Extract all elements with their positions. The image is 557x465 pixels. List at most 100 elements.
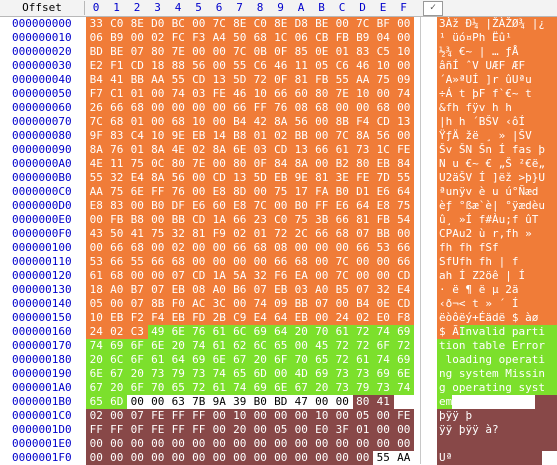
hex-byte[interactable]: 80 [148, 45, 169, 59]
hex-byte[interactable]: 00 [271, 367, 292, 381]
hex-byte[interactable]: 8E [127, 17, 148, 31]
hex-byte[interactable]: 9E [291, 171, 312, 185]
hex-byte[interactable]: 00 [168, 437, 189, 451]
hex-byte[interactable]: 00 [230, 255, 251, 269]
hex-byte[interactable]: 07 [168, 269, 189, 283]
hex-byte[interactable]: 65 [230, 367, 251, 381]
hex-byte[interactable]: E8 [373, 199, 394, 213]
hex-byte[interactable]: C6 [250, 59, 271, 73]
hex-byte[interactable]: 13 [291, 143, 312, 157]
hex-byte[interactable]: 3E [332, 171, 353, 185]
hex-byte[interactable]: 55 [394, 171, 415, 185]
hex-byte[interactable]: 00 [148, 269, 169, 283]
hex-byte[interactable]: 67 [291, 381, 312, 395]
hex-byte[interactable]: 00 [209, 437, 230, 451]
hex-byte[interactable]: B6 [230, 283, 251, 297]
hex-byte[interactable]: 63 [168, 395, 189, 409]
hex-byte[interactable]: 76 [168, 185, 189, 199]
hex-byte[interactable]: 68 [312, 101, 333, 115]
hex-byte[interactable]: 0F [271, 45, 292, 59]
hex-byte[interactable]: FA [312, 185, 333, 199]
hex-byte[interactable]: FE [148, 423, 169, 437]
hex-byte[interactable]: 81 [353, 213, 374, 227]
hex-byte[interactable]: 00 [394, 129, 415, 143]
hex-byte[interactable]: 55 [127, 255, 148, 269]
hex-byte[interactable]: 72 [189, 381, 210, 395]
hex-byte[interactable]: 02 [271, 129, 292, 143]
hex-byte[interactable]: 00 [189, 171, 210, 185]
hex-byte[interactable]: 08 [271, 241, 292, 255]
hex-byte[interactable]: 00 [230, 451, 251, 465]
hex-byte[interactable]: 80 [353, 157, 374, 171]
hex-byte[interactable]: EB [271, 171, 292, 185]
hex-byte[interactable]: 8B [332, 115, 353, 129]
hex-byte[interactable]: 79 [353, 381, 374, 395]
hex-byte[interactable]: 69 [250, 325, 271, 339]
hex-byte[interactable]: 68 [107, 115, 128, 129]
hex-byte[interactable]: 13 [209, 73, 230, 87]
hex-byte[interactable]: FE [394, 143, 415, 157]
hex-byte[interactable]: 73 [373, 381, 394, 395]
hex-byte[interactable]: B0 [291, 199, 312, 213]
hex-byte[interactable]: 61 [332, 325, 353, 339]
hex-byte[interactable]: 75 [373, 73, 394, 87]
hex-byte[interactable]: 6D [107, 395, 128, 409]
hex-byte[interactable]: 46 [230, 87, 251, 101]
hex-byte[interactable]: EB [291, 311, 312, 325]
hex-byte[interactable]: 67 [230, 353, 251, 367]
hex-byte[interactable]: 00 [271, 199, 292, 213]
hex-byte[interactable]: 70 [148, 381, 169, 395]
hex-byte[interactable]: 7C [332, 255, 353, 269]
hex-byte[interactable]: 0F [271, 73, 292, 87]
hex-byte[interactable]: 00 [332, 241, 353, 255]
hex-byte[interactable]: 69 [394, 353, 415, 367]
hex-byte[interactable]: 74 [230, 381, 251, 395]
hex-byte[interactable]: 02 [148, 31, 169, 45]
hex-byte[interactable]: 53 [86, 255, 107, 269]
hex-byte[interactable]: 00 [250, 423, 271, 437]
hex-byte[interactable]: 06 [291, 31, 312, 45]
hex-byte[interactable]: 00 [312, 311, 333, 325]
hex-byte[interactable]: 42 [250, 115, 271, 129]
hex-byte[interactable]: 8D [230, 185, 251, 199]
hex-byte[interactable]: 00 [148, 437, 169, 451]
hex-byte[interactable]: B0 [250, 395, 271, 409]
hex-byte[interactable]: FF [107, 423, 128, 437]
hex-byte[interactable]: 6E [394, 367, 415, 381]
hex-byte[interactable]: 00 [127, 31, 148, 45]
hex-byte[interactable]: 68 [168, 115, 189, 129]
hex-byte[interactable]: 75 [394, 199, 415, 213]
hex-byte[interactable]: C5 [373, 45, 394, 59]
hex-byte[interactable]: 68 [332, 227, 353, 241]
hex-byte[interactable]: 4D [291, 367, 312, 381]
hex-byte[interactable]: 66 [353, 241, 374, 255]
hex-byte[interactable]: E6 [373, 185, 394, 199]
hex-byte[interactable]: 6F [127, 381, 148, 395]
hex-byte[interactable]: 69 [107, 339, 128, 353]
hex-byte[interactable]: 72 [353, 325, 374, 339]
hex-byte[interactable]: 00 [312, 451, 333, 465]
hex-byte[interactable]: 7C [332, 269, 353, 283]
hex-byte[interactable]: 6F [127, 353, 148, 367]
hex-byte[interactable]: FB [312, 73, 333, 87]
hex-byte[interactable]: 00 [86, 451, 107, 465]
hex-byte[interactable]: 74 [394, 87, 415, 101]
hex-byte[interactable]: 00 [332, 437, 353, 451]
hex-byte[interactable]: 00 [353, 269, 374, 283]
hex-byte[interactable]: 01 [250, 227, 271, 241]
hex-byte[interactable]: 00 [312, 115, 333, 129]
hex-byte[interactable]: EB [168, 283, 189, 297]
hex-byte[interactable]: 20 [230, 423, 251, 437]
hex-byte[interactable]: 10 [230, 409, 251, 423]
hex-byte[interactable]: 00 [209, 59, 230, 73]
hex-byte[interactable]: 00 [127, 395, 148, 409]
hex-byte[interactable]: AA [148, 73, 169, 87]
hex-byte[interactable]: 32 [107, 171, 128, 185]
hex-byte[interactable]: 66 [332, 213, 353, 227]
hex-byte[interactable]: 72 [353, 339, 374, 353]
hex-byte[interactable]: 70 [312, 325, 333, 339]
hex-byte[interactable]: CD [394, 297, 415, 311]
hex-byte[interactable]: 64 [394, 185, 415, 199]
hex-byte[interactable]: BB [168, 213, 189, 227]
hex-byte[interactable]: 00 [168, 101, 189, 115]
